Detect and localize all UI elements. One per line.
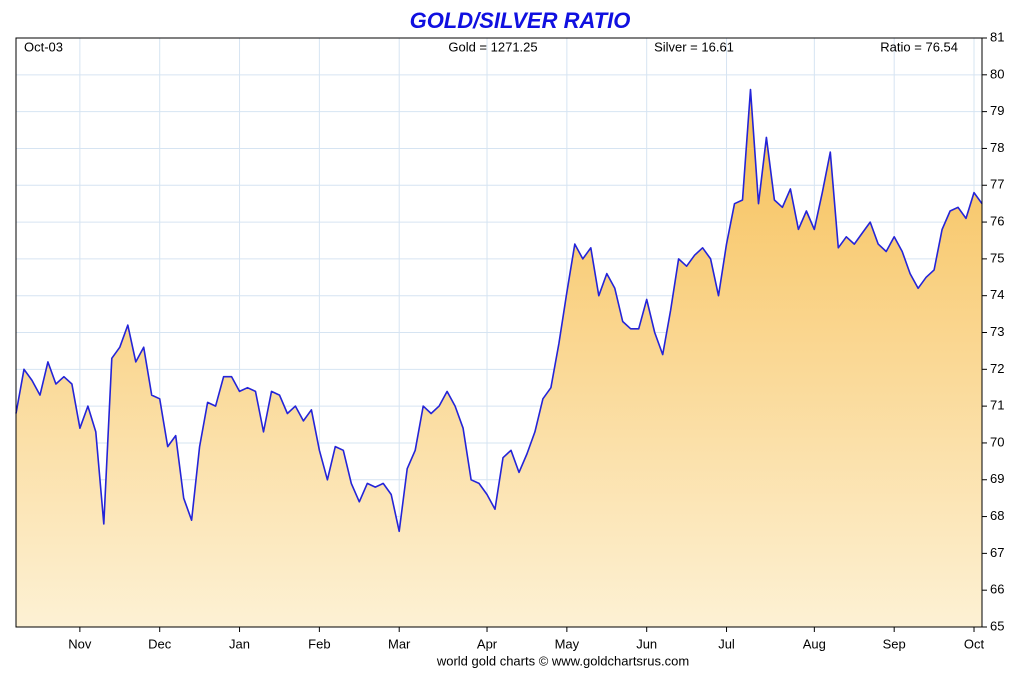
y-tick-label: 78 <box>990 140 1004 155</box>
y-tick-label: 81 <box>990 29 1004 44</box>
x-tick-label: Nov <box>68 636 92 651</box>
y-tick-label: 77 <box>990 177 1004 192</box>
y-tick-label: 66 <box>990 582 1004 597</box>
chart-title: GOLD/SILVER RATIO <box>410 8 631 33</box>
y-tick-label: 68 <box>990 508 1004 523</box>
y-tick-label: 70 <box>990 434 1004 449</box>
x-tick-label: Jun <box>636 636 657 651</box>
area <box>16 89 982 627</box>
annotation: Oct-03 <box>24 39 63 54</box>
y-tick-label: 76 <box>990 214 1004 229</box>
x-tick-label: May <box>555 636 580 651</box>
x-tick-label: Apr <box>477 636 498 651</box>
y-tick-label: 69 <box>990 471 1004 486</box>
x-tick-label: Dec <box>148 636 172 651</box>
x-tick-label: Aug <box>803 636 826 651</box>
x-tick-label: Feb <box>308 636 330 651</box>
y-tick-label: 75 <box>990 250 1004 265</box>
annotation: Silver = 16.61 <box>654 39 734 54</box>
x-tick-label: Sep <box>883 636 906 651</box>
y-tick-label: 71 <box>990 398 1004 413</box>
line <box>15 88 983 533</box>
y-tick-label: 74 <box>990 287 1004 302</box>
x-tick-label: Oct <box>964 636 985 651</box>
x-tick-label: Mar <box>388 636 411 651</box>
y-tick-label: 67 <box>990 545 1004 560</box>
y-tick-label: 72 <box>990 361 1004 376</box>
y-tick-label: 79 <box>990 103 1004 118</box>
y-tick-label: 65 <box>990 618 1004 633</box>
annotation: Ratio = 76.54 <box>880 39 958 54</box>
annotation: Gold = 1271.25 <box>448 39 537 54</box>
x-tick-label: Jan <box>229 636 250 651</box>
x-tick-label: Jul <box>718 636 735 651</box>
y-tick-label: 73 <box>990 324 1004 339</box>
footer: world gold charts © www.goldchartsrus.co… <box>436 653 689 668</box>
y-tick-label: 80 <box>990 66 1004 81</box>
